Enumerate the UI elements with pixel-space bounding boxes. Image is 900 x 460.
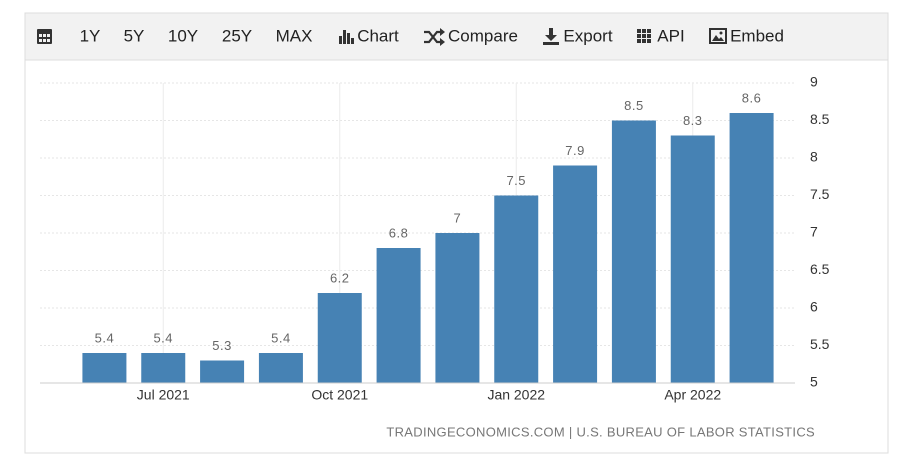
chart-icon xyxy=(339,30,354,44)
value-label: 6.8 xyxy=(389,225,409,240)
y-tick-label: 7.5 xyxy=(810,186,830,202)
toolbar-button[interactable]: Export xyxy=(563,26,612,45)
x-tick-label: Jul 2021 xyxy=(137,387,190,403)
bar xyxy=(317,293,362,383)
y-tick-label: 6.5 xyxy=(810,261,830,277)
compare-arrows xyxy=(440,28,445,46)
bar xyxy=(141,353,186,383)
y-tick-label: 5 xyxy=(810,374,818,390)
value-label: 8.5 xyxy=(624,98,644,113)
value-label: 5.4 xyxy=(271,330,291,345)
toolbar-button[interactable]: 25Y xyxy=(222,26,252,45)
toolbar xyxy=(24,12,889,61)
value-label: 7.5 xyxy=(506,173,526,188)
toolbar-button[interactable]: MAX xyxy=(276,26,313,45)
toolbar-button[interactable]: Chart xyxy=(357,26,399,45)
embed-icon xyxy=(709,28,727,44)
toolbar-button[interactable]: Embed xyxy=(730,26,784,45)
x-tick-label: Jan 2022 xyxy=(487,387,545,403)
toolbar-button[interactable]: API xyxy=(657,26,684,45)
bar xyxy=(494,195,539,383)
toolbar-icons xyxy=(37,28,727,46)
bar xyxy=(82,353,127,383)
toolbar-button[interactable]: 10Y xyxy=(168,26,198,45)
bar xyxy=(200,360,245,383)
value-label: 8.3 xyxy=(683,113,703,128)
y-tick-label: 9 xyxy=(810,74,818,90)
value-label: 6.2 xyxy=(330,270,350,285)
toolbar-button[interactable]: Compare xyxy=(448,26,518,45)
value-label: 5.4 xyxy=(95,330,115,345)
bar xyxy=(258,353,303,383)
source: TRADINGECONOMICS.COM | U.S. BUREAU OF LA… xyxy=(386,424,815,439)
y-tick-label: 7 xyxy=(810,224,818,240)
y-tick-label: 8.5 xyxy=(810,111,830,127)
value-label: 5.3 xyxy=(212,338,232,353)
toolbar-button[interactable]: 1Y xyxy=(80,26,101,45)
api-icon xyxy=(637,29,651,43)
y-tick-label: 8 xyxy=(810,149,818,165)
bar xyxy=(670,135,715,383)
value-label: 7.9 xyxy=(565,143,585,158)
bar xyxy=(729,113,774,383)
bar xyxy=(553,165,598,383)
value-label: 8.6 xyxy=(742,90,762,105)
bar xyxy=(611,120,656,383)
x-tick-label: Oct 2021 xyxy=(311,387,368,403)
value-label: 5.4 xyxy=(153,330,173,345)
toolbar-button[interactable]: 5Y xyxy=(124,26,145,45)
value-label: 7 xyxy=(454,210,462,225)
export-icon xyxy=(543,28,559,45)
bar xyxy=(435,233,480,383)
compare-icon xyxy=(424,30,441,44)
x-tick-label: Apr 2022 xyxy=(664,387,721,403)
y-tick-label: 5.5 xyxy=(810,336,830,352)
bar xyxy=(376,248,421,383)
y-tick-label: 6 xyxy=(810,299,818,315)
